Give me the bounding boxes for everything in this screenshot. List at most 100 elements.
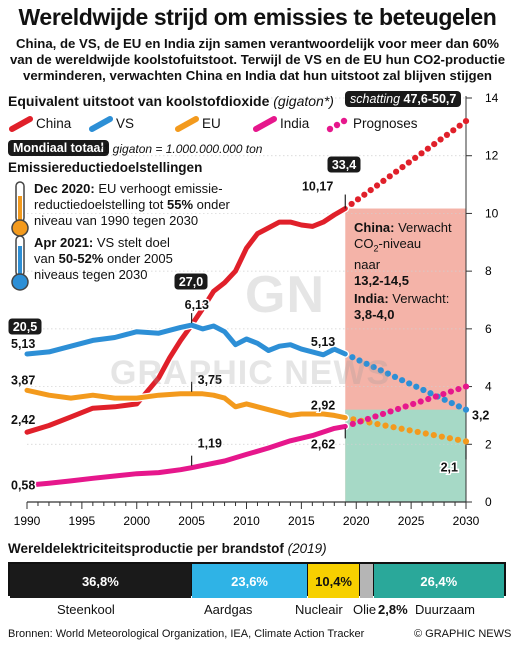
projection-dot-eu — [422, 430, 429, 437]
x-tick-label: 2015 — [288, 514, 315, 528]
series-halo-vs — [23, 321, 350, 359]
y-tick-label: 0 — [485, 495, 492, 509]
series-line-eu — [24, 387, 348, 421]
y-tick-label: 6 — [485, 322, 492, 336]
range-vs-eu — [345, 409, 466, 502]
projection-dot-china — [367, 187, 374, 194]
target-eu-pct: 55% — [166, 197, 194, 212]
value-label: 1,19 — [198, 437, 222, 451]
watermark-text: GRAPHIC NEWS — [110, 354, 391, 392]
value-label: 2,42 — [11, 413, 35, 427]
gigaton-note: *1 gigaton = 1.000.000.000 ton — [98, 142, 263, 156]
projection-dot-vs — [370, 363, 377, 371]
legend-label-china: China — [36, 116, 72, 131]
projection-dot-india — [440, 390, 447, 398]
chart-title-unit: (gigaton*) — [273, 93, 334, 109]
x-tick-label: 1995 — [69, 514, 96, 528]
legend-swatch-prognoses — [326, 125, 334, 133]
value-label: 3,2 — [472, 409, 489, 423]
target-us: Apr 2021: VS stelt doel van 50-52% onder… — [34, 235, 173, 282]
target-us-pct: 50-52% — [58, 251, 104, 266]
projection-dot-india — [425, 395, 432, 403]
thermometer-icon-eu — [11, 181, 29, 237]
x-tick-label: 1990 — [14, 514, 41, 528]
value-label: 3,87 — [11, 373, 35, 387]
projection-dot-china — [443, 131, 451, 138]
projection-dot-china — [373, 182, 381, 189]
projection-dot-vs — [427, 390, 434, 397]
electricity-label-steenkool: Steenkool — [57, 602, 115, 617]
projection-dot-vs — [420, 386, 427, 394]
legend: China VS EU India Prognoses — [8, 114, 428, 136]
x-tick-label: 2010 — [233, 514, 260, 528]
x-tick-label: 2020 — [343, 514, 370, 528]
electricity-segment-nucleair: 10,4% — [308, 564, 359, 598]
electricity-segment-steenkool: 36,8% — [10, 564, 191, 598]
electricity-segment-aardgas: 23,6% — [191, 564, 308, 598]
projection-dot-china — [412, 154, 419, 162]
projection-dot-vs — [448, 400, 455, 407]
china-annotation: China: Verwacht CO2-niveau naar 13,2-14,… — [354, 220, 452, 288]
target-eu: Dec 2020: EU verhoogt emissie- reductied… — [34, 181, 230, 228]
projection-dot-eu — [382, 422, 389, 429]
projection-dot-vs — [406, 380, 413, 387]
projection-dot-india — [357, 418, 364, 425]
projection-dot-india — [402, 403, 409, 410]
world-total-pill — [7, 317, 43, 336]
legend-label-prognoses: Prognoses — [353, 116, 418, 131]
legend-swatch-china — [9, 116, 33, 132]
projection-dot-eu — [430, 431, 437, 439]
india-range: 3,8-4,0 — [354, 307, 395, 322]
targets-heading: Emissiereductiedoelstellingen — [8, 160, 203, 175]
copyright: © GRAPHIC NEWS — [414, 628, 512, 640]
world-total-value: 33,4 — [332, 158, 356, 172]
projection-dot-vs — [391, 373, 399, 380]
target-us-date: Apr 2021: — [34, 235, 94, 250]
projection-dot-china — [348, 200, 355, 208]
projection-dot-eu — [462, 438, 470, 445]
projection-dot-eu — [414, 428, 421, 436]
value-label: 2,1 — [441, 460, 458, 474]
world-total-pill — [326, 155, 362, 174]
projection-dot-india — [410, 400, 417, 408]
projection-dot-india — [387, 408, 394, 415]
projection-dot-vs — [356, 357, 363, 364]
projection-dot-india — [394, 405, 402, 413]
projection-dot-vs — [384, 370, 391, 377]
projection-dot-vs — [455, 403, 462, 410]
y-tick-label: 8 — [485, 264, 492, 278]
y-tick-label: 2 — [485, 437, 492, 451]
legend-swatches — [9, 116, 348, 133]
electricity-label-olie: Olie — [353, 602, 377, 617]
page-subtitle: China, de VS, de EU en India zijn samen … — [6, 36, 509, 84]
x-tick-label: 2000 — [123, 514, 150, 528]
electricity-segment-olie — [359, 564, 373, 598]
estimate-label: schatting — [350, 92, 401, 106]
projection-dot-eu — [390, 424, 397, 431]
projection-dot-china — [405, 159, 412, 166]
legend-swatch-vs — [89, 116, 113, 132]
projection-dot-china — [462, 117, 470, 125]
india-annotation: India: Verwacht: 3,8-4,0 — [354, 291, 450, 322]
projection-dot-india — [349, 420, 356, 428]
electricity-segment-duurzaam: 26,4% — [373, 564, 504, 598]
series-halo-india — [23, 422, 350, 490]
value-label: 10,17 — [302, 180, 333, 194]
thermometer-icon-us — [11, 235, 29, 291]
target-eu-date: Dec 2020: — [34, 181, 95, 196]
watermark-logo: GN — [245, 266, 325, 324]
projection-dot-vs — [349, 354, 356, 361]
world-total-value: 27,0 — [179, 275, 203, 289]
electricity-labels: Steenkool Aardgas Nucleair Olie 2,8% Duurzaam — [0, 602, 515, 620]
projection-dot-india — [462, 383, 470, 390]
projection-dot-eu — [350, 416, 357, 423]
legend-swatch-india — [253, 116, 277, 132]
subtitle-line: van de wereldwijde koolstofuitstoot. Ter… — [9, 52, 506, 67]
projection-dot-china — [380, 177, 387, 185]
series-line-india — [24, 423, 348, 488]
projection-dot-vs — [441, 396, 448, 403]
estimate-badge: schatting 47,6-50,7 — [345, 91, 462, 107]
projection-dot-china — [450, 127, 457, 134]
sources: Bronnen: World Meteorological Organizati… — [8, 628, 365, 640]
projection-dot-china — [361, 191, 368, 198]
